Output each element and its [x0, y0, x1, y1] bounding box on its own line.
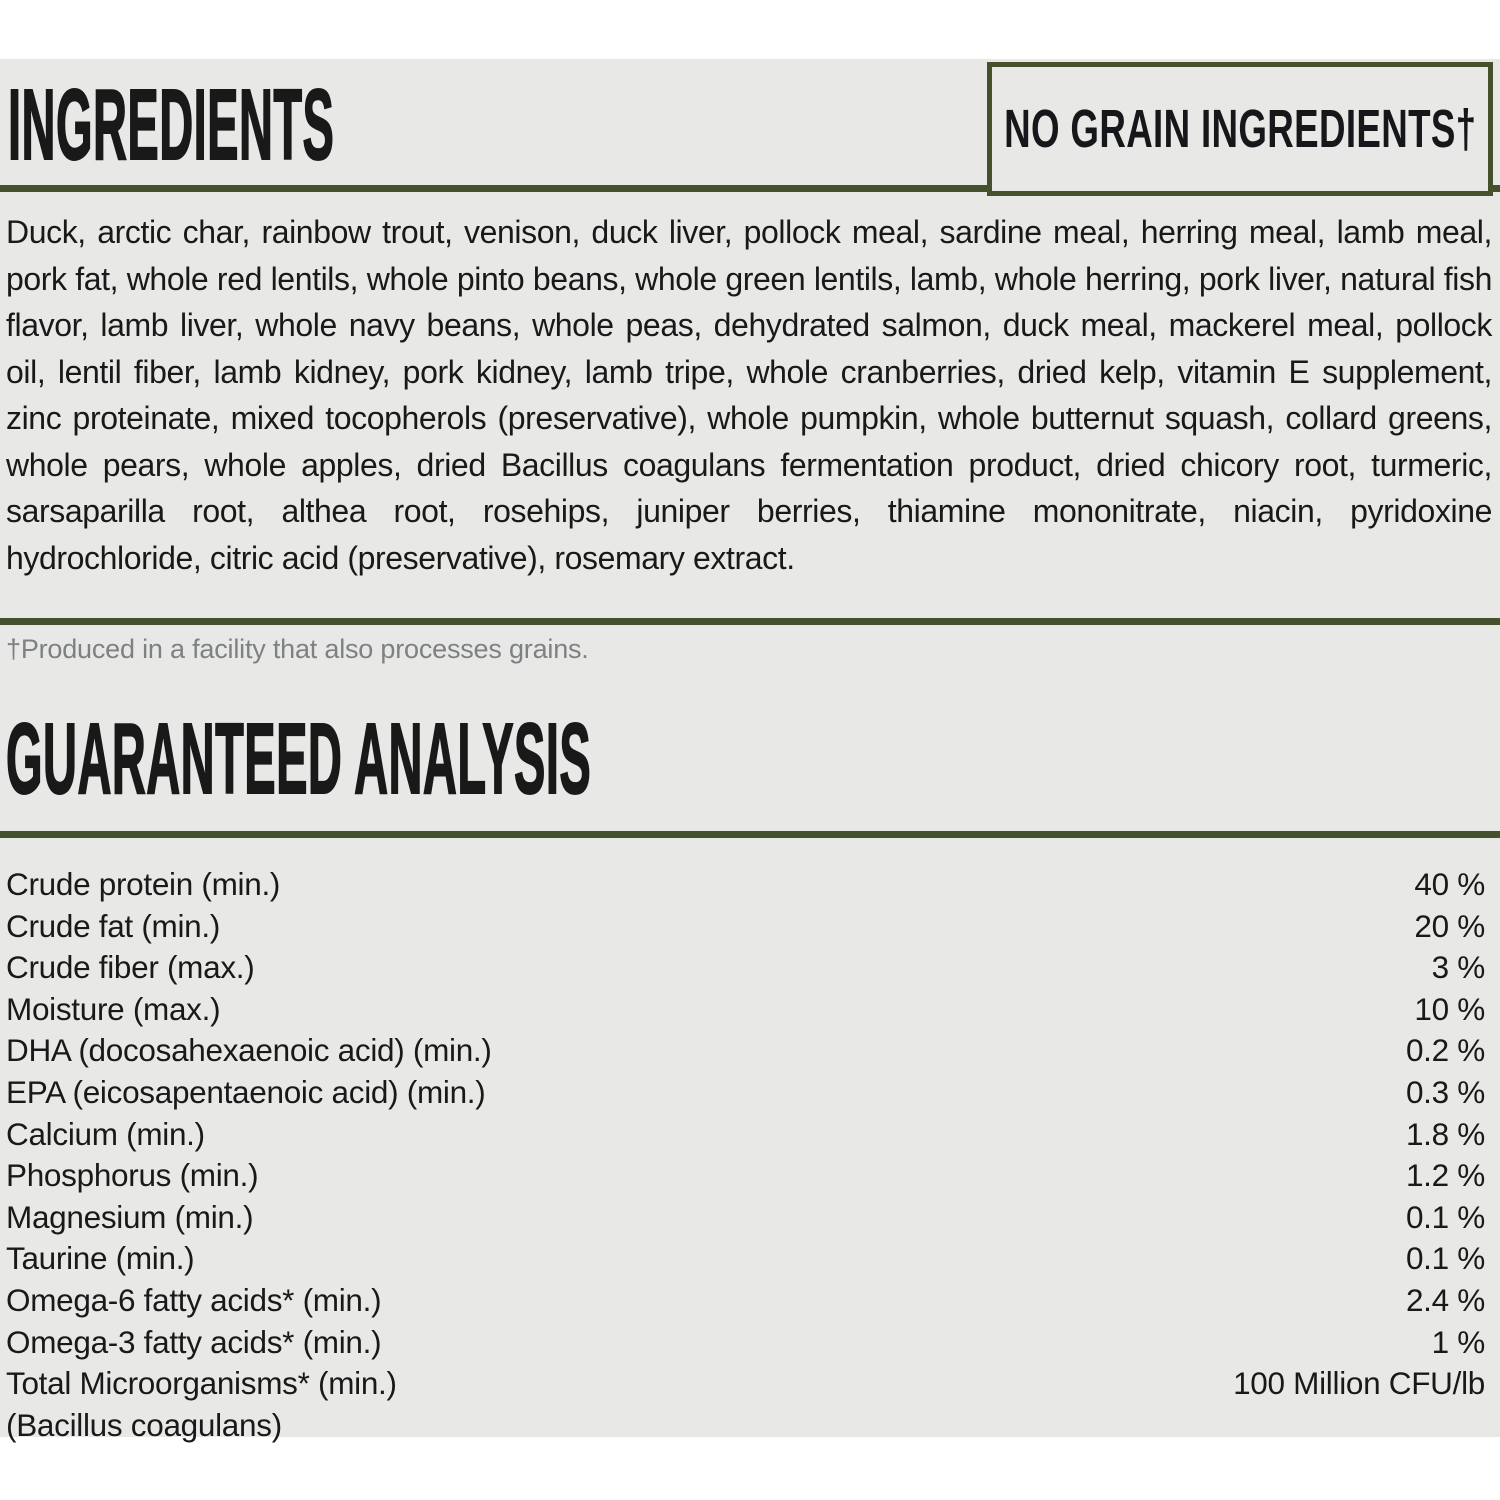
analysis-row-label: Crude fat (min.) [6, 907, 221, 944]
analysis-row: Omega-6 fatty acids* (min.) 2.4 % [6, 1280, 1485, 1322]
analysis-row-value: 1 % [1431, 1323, 1486, 1360]
analysis-row: Calcium (min.) 1.8 % [6, 1114, 1485, 1156]
analysis-row-label: Magnesium (min.) [6, 1198, 254, 1235]
guaranteed-analysis-title: GUARANTEED ANALYSIS [6, 703, 592, 815]
analysis-row-label: DHA (docosahexaenoic acid) (min.) [6, 1032, 492, 1069]
analysis-row-value: 1.2 % [1405, 1157, 1485, 1194]
no-grain-badge: NO GRAIN INGREDIENTS† [987, 62, 1493, 196]
analysis-row-value: 20 % [1414, 907, 1485, 944]
analysis-row-label: (Bacillus coagulans) [6, 1406, 282, 1443]
analysis-row-value: 2.4 % [1405, 1281, 1485, 1318]
analysis-row: EPA (eicosapentaenoic acid) (min.) 0.3 % [6, 1072, 1485, 1114]
ingredients-list-text: Duck, arctic char, rainbow trout, veniso… [6, 214, 1492, 576]
analysis-row: Moisture (max.) 10 % [6, 989, 1485, 1031]
divider-rule [0, 618, 1500, 625]
analysis-row-value: 0.1 % [1405, 1198, 1485, 1235]
analysis-row-value: 1.8 % [1405, 1115, 1485, 1152]
analysis-row-label: Crude protein (min.) [6, 866, 281, 902]
analysis-row-value: 40 % [1414, 866, 1485, 902]
analysis-row: Phosphorus (min.) 1.2 % [6, 1155, 1485, 1197]
guaranteed-analysis-header: GUARANTEED ANALYSIS [0, 695, 1500, 831]
analysis-row-value: 0.2 % [1405, 1032, 1485, 1069]
analysis-row-label: Taurine (min.) [6, 1240, 195, 1277]
grain-facility-footnote: †Produced in a facility that also proces… [6, 634, 589, 664]
guaranteed-analysis-table: Crude protein (min.) 40 % Crude fat (min… [6, 864, 1485, 1446]
ingredients-title: INGREDIENTS [8, 69, 335, 181]
analysis-row-label: Total Microorganisms* (min.) [6, 1365, 397, 1402]
analysis-row-label: Phosphorus (min.) [6, 1157, 259, 1194]
analysis-row-label: Omega-3 fatty acids* (min.) [6, 1323, 382, 1360]
analysis-row: Crude fiber (max.) 3 % [6, 947, 1485, 989]
analysis-row-value: 10 % [1414, 990, 1485, 1027]
analysis-row-label: Crude fiber (max.) [6, 949, 255, 986]
analysis-row-label: EPA (eicosapentaenoic acid) (min.) [6, 1073, 486, 1110]
analysis-row-label: Moisture (max.) [6, 990, 221, 1027]
analysis-row: DHA (docosahexaenoic acid) (min.) 0.2 % [6, 1030, 1485, 1072]
analysis-row: Total Microorganisms* (min.) 100 Million… [6, 1363, 1485, 1405]
analysis-row: (Bacillus coagulans) [6, 1405, 1485, 1447]
analysis-row: Crude protein (min.) 40 % [6, 864, 1485, 906]
analysis-row-value: 0.3 % [1405, 1073, 1485, 1110]
analysis-row: Omega-3 fatty acids* (min.) 1 % [6, 1322, 1485, 1364]
analysis-row: Magnesium (min.) 0.1 % [6, 1197, 1485, 1239]
analysis-row: Taurine (min.) 0.1 % [6, 1238, 1485, 1280]
analysis-row-value: 0.1 % [1405, 1240, 1485, 1277]
analysis-row-label: Calcium (min.) [6, 1115, 205, 1152]
no-grain-badge-label: NO GRAIN INGREDIENTS† [1003, 99, 1477, 159]
analysis-row: Crude fat (min.) 20 % [6, 906, 1485, 948]
analysis-row-label: Omega-6 fatty acids* (min.) [6, 1281, 382, 1318]
divider-rule [0, 831, 1500, 838]
analysis-row-value: 100 Million CFU/lb [1233, 1365, 1485, 1402]
analysis-row-value: 3 % [1431, 949, 1486, 986]
product-label: INGREDIENTS NO GRAIN INGREDIENTS† Duck, … [0, 59, 1500, 1443]
ingredients-header: INGREDIENTS NO GRAIN INGREDIENTS† [0, 59, 1500, 196]
